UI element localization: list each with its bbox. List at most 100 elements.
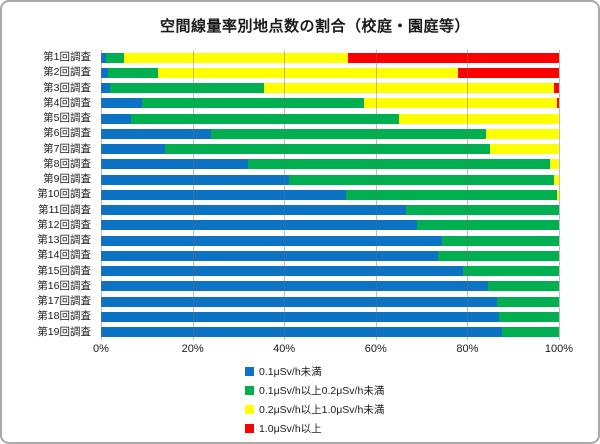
legend-item: 0.2μSv/h以上1.0μSv/h未満 — [245, 400, 384, 419]
legend-swatch-icon — [245, 367, 254, 376]
bar-segment — [346, 189, 557, 200]
bar-row — [101, 248, 559, 263]
y-axis-label: 第14回調査 — [37, 249, 91, 262]
stacked-bar — [101, 144, 559, 155]
bar-segment — [417, 220, 559, 231]
bar-row — [101, 187, 559, 202]
y-axis-label: 第8回調査 — [43, 157, 91, 170]
gridline — [559, 50, 560, 340]
bar-segment — [554, 83, 559, 94]
x-axis-tick-label: 100% — [544, 343, 574, 355]
legend-item: 0.1μSv/h以上0.2μSv/h未満 — [245, 381, 384, 400]
bar-segment — [158, 67, 459, 78]
stacked-bar — [101, 266, 559, 277]
bar-row — [101, 142, 559, 157]
stacked-bar — [101, 98, 559, 109]
gridline — [101, 50, 102, 340]
bar-segment — [501, 327, 559, 338]
bar-segment — [101, 189, 347, 200]
gridline — [284, 50, 286, 340]
legend-item: 1.0μSv/h以上 — [245, 419, 384, 438]
stacked-bar — [101, 159, 559, 170]
bar-segment — [101, 128, 211, 139]
bar-segment — [556, 98, 559, 109]
legend-swatch-icon — [245, 424, 254, 433]
bar-segment — [554, 174, 559, 185]
bar-segment — [101, 281, 488, 292]
bar-segment — [458, 67, 559, 78]
y-axis-label: 第16回調査 — [37, 279, 91, 292]
stacked-bar — [101, 174, 559, 185]
bar-segment — [398, 113, 559, 124]
legend-label: 1.0μSv/h以上 — [259, 423, 322, 435]
legend-swatch-icon — [245, 386, 254, 395]
y-axis-label: 第12回調査 — [37, 218, 91, 231]
stacked-bar — [101, 52, 559, 63]
bar-segment — [165, 144, 491, 155]
legend-swatch-icon — [245, 405, 254, 414]
bar-segment — [105, 52, 124, 63]
bar-segment — [101, 220, 418, 231]
y-axis-labels: 第1回調査 第2回調査 第3回調査 第4回調査 第5回調査 第6回調査 第7回調査 第8回調査… — [2, 50, 96, 340]
bar-segment — [485, 128, 559, 139]
bar-row — [101, 309, 559, 324]
bar-segment — [107, 67, 159, 78]
bar-row — [101, 111, 559, 126]
legend: 0.1μSv/h未満 0.1μSv/h以上0.2μSv/h未満 0.2μSv/h以上… — [245, 362, 384, 438]
bar-row — [101, 294, 559, 309]
y-axis-label: 第6回調査 — [43, 127, 91, 140]
bar-segment — [101, 327, 502, 338]
bar-segment — [288, 174, 555, 185]
bar-row — [101, 172, 559, 187]
stacked-bar — [101, 128, 559, 139]
y-axis-label: 第18回調査 — [37, 310, 91, 323]
bar-segment — [101, 174, 289, 185]
stacked-bar — [101, 327, 559, 338]
x-axis-tick-label: 60% — [364, 343, 387, 355]
bar-row — [101, 325, 559, 340]
bar-segment — [499, 311, 559, 322]
stacked-bar — [101, 235, 559, 246]
bar-segment — [263, 83, 555, 94]
bar-segment — [101, 266, 463, 277]
plot-area — [101, 50, 560, 340]
bar-segment — [405, 205, 559, 216]
y-axis-label: 第15回調査 — [37, 264, 91, 277]
bar-segment — [110, 83, 264, 94]
bar-segment — [247, 159, 550, 170]
bar-row — [101, 279, 559, 294]
bar-segment — [549, 159, 559, 170]
bar-segment — [101, 235, 443, 246]
gridline — [192, 50, 194, 340]
bar-segment — [442, 235, 559, 246]
bar-segment — [101, 311, 500, 322]
bar-segment — [462, 266, 559, 277]
y-axis-label: 第4回調査 — [43, 96, 91, 109]
legend-label: 0.2μSv/h以上1.0μSv/h未満 — [259, 404, 385, 416]
bar-segment — [488, 281, 559, 292]
x-axis: 0% 20% 40% 60% 80% 100% — [93, 343, 573, 357]
x-axis-tick-label: 0% — [93, 343, 109, 355]
bar-segment — [101, 159, 248, 170]
bar-row — [101, 233, 559, 248]
stacked-bar — [101, 205, 559, 216]
bar-row — [101, 264, 559, 279]
stacked-bar — [101, 281, 559, 292]
bar-segment — [364, 98, 557, 109]
bar-row — [101, 218, 559, 233]
y-axis-label: 第17回調査 — [37, 295, 91, 307]
legend-item: 0.1μSv/h未満 — [245, 362, 384, 381]
bar-segment — [101, 98, 143, 109]
gridline — [467, 50, 469, 340]
y-axis-label: 第9回調査 — [43, 173, 91, 185]
stacked-bar — [101, 311, 559, 322]
bar-row — [101, 65, 559, 80]
bar-segment — [348, 52, 559, 63]
y-axis-label: 第7回調査 — [43, 142, 91, 155]
y-axis-label: 第3回調査 — [43, 81, 91, 94]
x-axis-tick-label: 40% — [273, 343, 296, 355]
x-axis-tick-label: 80% — [456, 343, 479, 355]
bar-segment — [497, 296, 559, 307]
bar-segment — [101, 67, 108, 78]
